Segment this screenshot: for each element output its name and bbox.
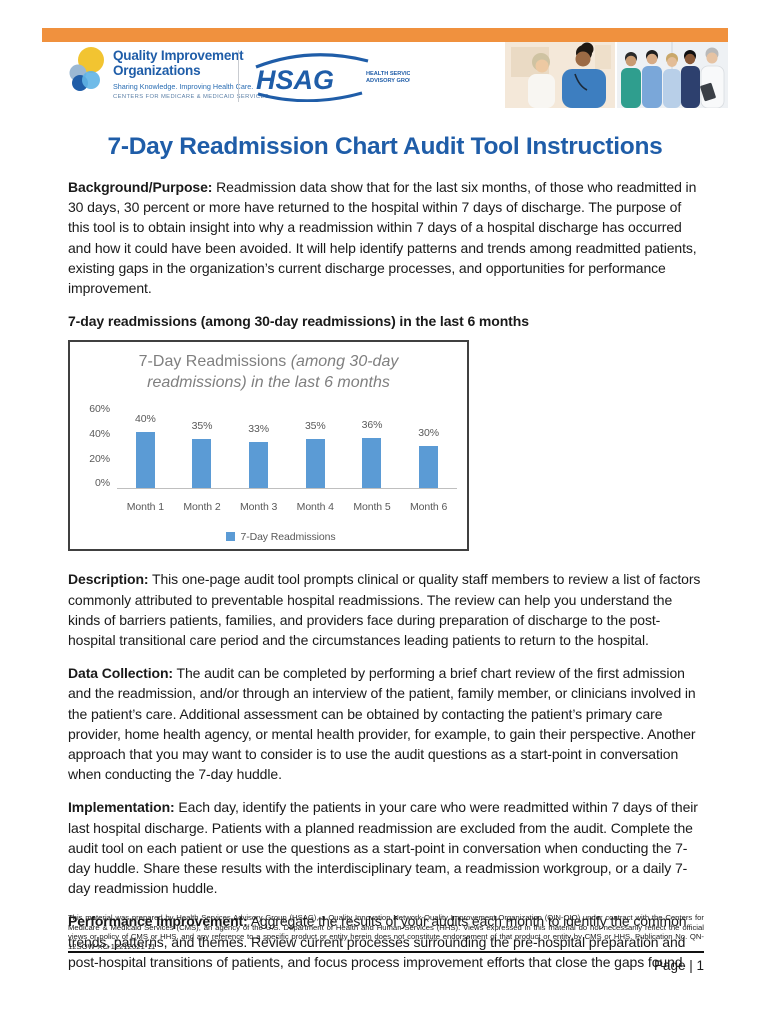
- header-accent-bar: [42, 28, 728, 42]
- chart-heading: 7-day readmissions (among 30-day readmis…: [68, 313, 529, 330]
- x-axis-label: Month 4: [296, 501, 334, 514]
- background-purpose-paragraph: Background/Purpose: Readmission data sho…: [68, 177, 704, 298]
- page-title: 7-Day Readmission Chart Audit Tool Instr…: [107, 133, 663, 160]
- x-axis-label: Month 3: [240, 501, 278, 514]
- chart-legend: 7-Day Readmissions: [105, 527, 457, 547]
- logo-divider: [238, 50, 239, 102]
- bar-slot: 36%: [344, 404, 400, 489]
- x-axis-label: Month 1: [126, 501, 164, 514]
- bar-value-label: 30%: [418, 427, 439, 440]
- bar-value-label: 36%: [361, 419, 383, 432]
- hsag-acronym: HSAG: [256, 65, 334, 95]
- bar-value-label: 33%: [248, 423, 269, 436]
- implementation-text: Each day, identify the patients in your …: [68, 799, 698, 897]
- hsag-name-line2: ADVISORY GROUP: [366, 78, 410, 84]
- bar-slot: 35%: [174, 404, 230, 489]
- qio-tagline: Sharing Knowledge. Improving Health Care…: [113, 82, 254, 91]
- data-collection-paragraph: Data Collection: The audit can be comple…: [68, 663, 704, 784]
- header: Quality Improvement Organizations Sharin…: [42, 42, 728, 110]
- chart-x-labels: Month 1 Month 2 Month 3 Month 4 Month 5 Month…: [117, 497, 457, 517]
- hsag-logo-icon: HSAG HEALTH SERVICES ADVISORY GROUP: [255, 53, 418, 103]
- x-axis-label: Month 5: [353, 501, 391, 514]
- implementation-paragraph: Implementation: Each day, identify the p…: [68, 797, 704, 898]
- bar-slot: 35%: [287, 404, 343, 489]
- performance-improvement-text: Aggregate the results of your audits eac…: [68, 913, 687, 970]
- performance-improvement-paragraph: Performance Improvement: Aggregate the r…: [68, 911, 704, 972]
- qio-logo-text: Quality Improvement Organizations Sharin…: [113, 46, 269, 100]
- performance-improvement-label: Performance Improvement:: [68, 913, 248, 930]
- qio-circles-icon: [69, 47, 104, 91]
- bar: [305, 439, 325, 489]
- bar: [419, 446, 439, 489]
- bar-value-label: 35%: [191, 420, 213, 433]
- implementation-label: Implementation:: [68, 799, 175, 816]
- bar: [192, 439, 212, 489]
- footer-rule: [68, 951, 704, 953]
- y-tick: 20%: [89, 452, 110, 465]
- y-tick: 0%: [95, 477, 110, 490]
- data-collection-label: Data Collection:: [68, 665, 173, 682]
- data-collection-text: The audit can be completed by performing…: [68, 665, 696, 783]
- bar-slot: 40%: [117, 404, 173, 489]
- bar-slot: 33%: [231, 404, 287, 489]
- footer-disclaimer: This material was prepared by Health Ser…: [68, 913, 704, 952]
- chart-title: 7-Day Readmissions (among 30-day readmis…: [104, 351, 434, 393]
- legend-swatch-icon: [226, 532, 236, 542]
- qio-subtext: CENTERS FOR MEDICARE & MEDICAID SERVICES: [113, 94, 270, 100]
- qio-name-line2: Organizations: [113, 62, 201, 78]
- hsag-logo: HSAG HEALTH SERVICES ADVISORY GROUP: [250, 52, 418, 107]
- hsag-name-line1: HEALTH SERVICES: [366, 71, 410, 77]
- bar: [362, 438, 382, 489]
- bar-value-label: 35%: [304, 420, 326, 433]
- bar-value-label: 40%: [134, 413, 156, 426]
- qio-logo: Quality Improvement Organizations Sharin…: [68, 46, 269, 100]
- legend-label: 7-Day Readmissions: [240, 530, 336, 543]
- bar: [135, 432, 155, 489]
- background-purpose-label: Background/Purpose:: [68, 179, 213, 195]
- background-purpose-text: Readmission data show that for the last …: [68, 179, 697, 297]
- bar-slot: 30%: [401, 404, 457, 489]
- chart-title-regular: 7-Day Readmissions: [138, 353, 291, 371]
- description-label: Description:: [68, 571, 149, 588]
- header-photo: [505, 42, 728, 108]
- qio-name-line1: Quality Improvement: [113, 48, 244, 63]
- description-text: This one-page audit tool prompts clinica…: [68, 571, 701, 649]
- chart-title-italic: (among 30-day readmissions) in the last …: [147, 353, 399, 392]
- x-axis-label: Month 6: [409, 501, 448, 514]
- bar: [249, 442, 269, 489]
- y-tick: 60%: [89, 403, 110, 416]
- chart-bars: 40% 35% 33% 35% 36% 30%: [117, 404, 457, 490]
- chart-y-axis: 60% 40% 20% 0%: [80, 399, 117, 493]
- x-axis-label: Month 2: [183, 501, 221, 514]
- y-tick: 40%: [89, 428, 110, 441]
- document-body: Background/Purpose: Readmission data sho…: [68, 177, 704, 985]
- description-paragraph: Description: This one-page audit tool pr…: [68, 569, 704, 650]
- chart-plot: 60% 40% 20% 0% 40% 35% 33% 35% 36% 30%: [80, 403, 457, 493]
- readmissions-chart: 7-Day Readmissions (among 30-day readmis…: [68, 340, 469, 552]
- page-number: Page | 1: [653, 958, 704, 973]
